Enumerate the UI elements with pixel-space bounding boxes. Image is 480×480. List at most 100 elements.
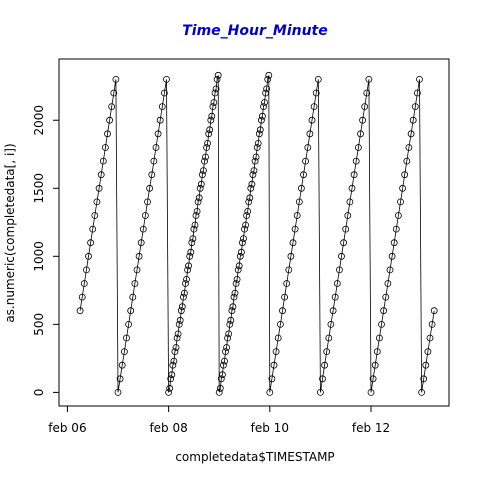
data-point	[198, 171, 206, 179]
data-point	[218, 371, 226, 379]
x-tick-label: feb 10	[251, 421, 289, 435]
data-point	[411, 103, 419, 110]
data-point	[340, 239, 348, 247]
data-point	[314, 76, 322, 83]
data-point	[223, 344, 231, 351]
data-point	[430, 307, 438, 315]
data-point	[224, 334, 232, 342]
data-point	[279, 307, 286, 315]
data-point	[91, 212, 99, 219]
data-point	[178, 303, 186, 311]
data-point	[180, 289, 188, 297]
y-axis-label: as.numeric(completedata[, i])	[3, 143, 17, 322]
data-point	[281, 293, 289, 301]
data-point	[152, 144, 160, 151]
data-point	[249, 171, 257, 179]
data-point	[102, 144, 109, 151]
data-point	[331, 293, 339, 301]
data-point	[175, 320, 183, 328]
data-point	[125, 320, 133, 328]
chart-title: Time_Hour_Minute	[182, 23, 328, 39]
data-point	[250, 167, 258, 175]
data-point	[308, 116, 316, 124]
data-point	[375, 334, 383, 342]
data-point	[264, 76, 272, 83]
data-point	[329, 307, 337, 315]
data-point	[191, 221, 199, 229]
data-point	[388, 252, 396, 260]
data-point	[194, 198, 202, 206]
x-tick-label: feb 06	[48, 421, 86, 435]
y-tick-label: 1500	[32, 173, 46, 204]
data-point	[256, 126, 264, 134]
data-point	[232, 280, 240, 287]
data-point	[204, 139, 212, 147]
data-point	[263, 85, 271, 93]
data-point	[139, 225, 147, 233]
data-point	[261, 99, 268, 106]
data-point	[413, 89, 421, 97]
data-points	[76, 71, 438, 396]
data-point	[228, 307, 236, 315]
data-point	[89, 225, 97, 233]
data-point	[245, 198, 253, 206]
data-point	[95, 184, 103, 192]
data-point	[182, 280, 189, 287]
data-point	[193, 207, 201, 215]
data-point	[192, 212, 200, 219]
data-point	[217, 375, 225, 383]
data-point	[354, 144, 362, 151]
data-point	[201, 157, 208, 165]
data-point	[384, 280, 392, 287]
data-point	[99, 157, 107, 165]
data-point	[133, 266, 141, 274]
data-point	[97, 171, 105, 179]
data-point	[123, 334, 130, 342]
data-point	[325, 334, 333, 342]
x-axis-label: completedata$TIMESTAMP	[175, 450, 334, 464]
data-point	[371, 361, 379, 369]
y-tick-label: 2000	[32, 105, 46, 136]
data-point	[185, 262, 193, 270]
data-point	[276, 320, 284, 328]
data-point	[247, 184, 255, 192]
data-point	[382, 293, 390, 301]
data-point	[234, 266, 242, 274]
data-point	[205, 130, 213, 138]
data-point	[108, 103, 116, 110]
data-point	[210, 99, 218, 106]
data-point	[237, 248, 245, 256]
data-point	[392, 225, 400, 233]
data-point	[258, 112, 266, 120]
data-point	[87, 239, 94, 247]
data-point	[295, 198, 303, 206]
data-point	[76, 307, 84, 315]
data-point	[219, 361, 227, 369]
data-point	[285, 266, 293, 274]
data-point	[390, 239, 398, 247]
data-point	[197, 180, 205, 188]
data-point	[190, 225, 198, 233]
data-point	[369, 375, 377, 383]
data-point	[144, 198, 151, 206]
data-point	[135, 252, 143, 260]
data-point	[104, 130, 111, 138]
data-point	[233, 275, 241, 283]
data-point	[407, 130, 415, 138]
data-point	[262, 89, 270, 97]
data-point	[83, 266, 90, 274]
data-point	[141, 212, 149, 219]
data-point	[386, 266, 394, 274]
data-point	[416, 76, 423, 83]
data-point	[215, 388, 223, 396]
data-point	[173, 334, 181, 342]
data-point	[227, 316, 235, 324]
data-point	[310, 103, 318, 110]
data-point	[342, 225, 350, 233]
data-point	[166, 384, 174, 392]
data-point	[199, 167, 207, 175]
data-point	[169, 361, 177, 369]
data-point	[297, 184, 305, 192]
data-point	[195, 194, 203, 202]
data-point	[265, 71, 273, 79]
